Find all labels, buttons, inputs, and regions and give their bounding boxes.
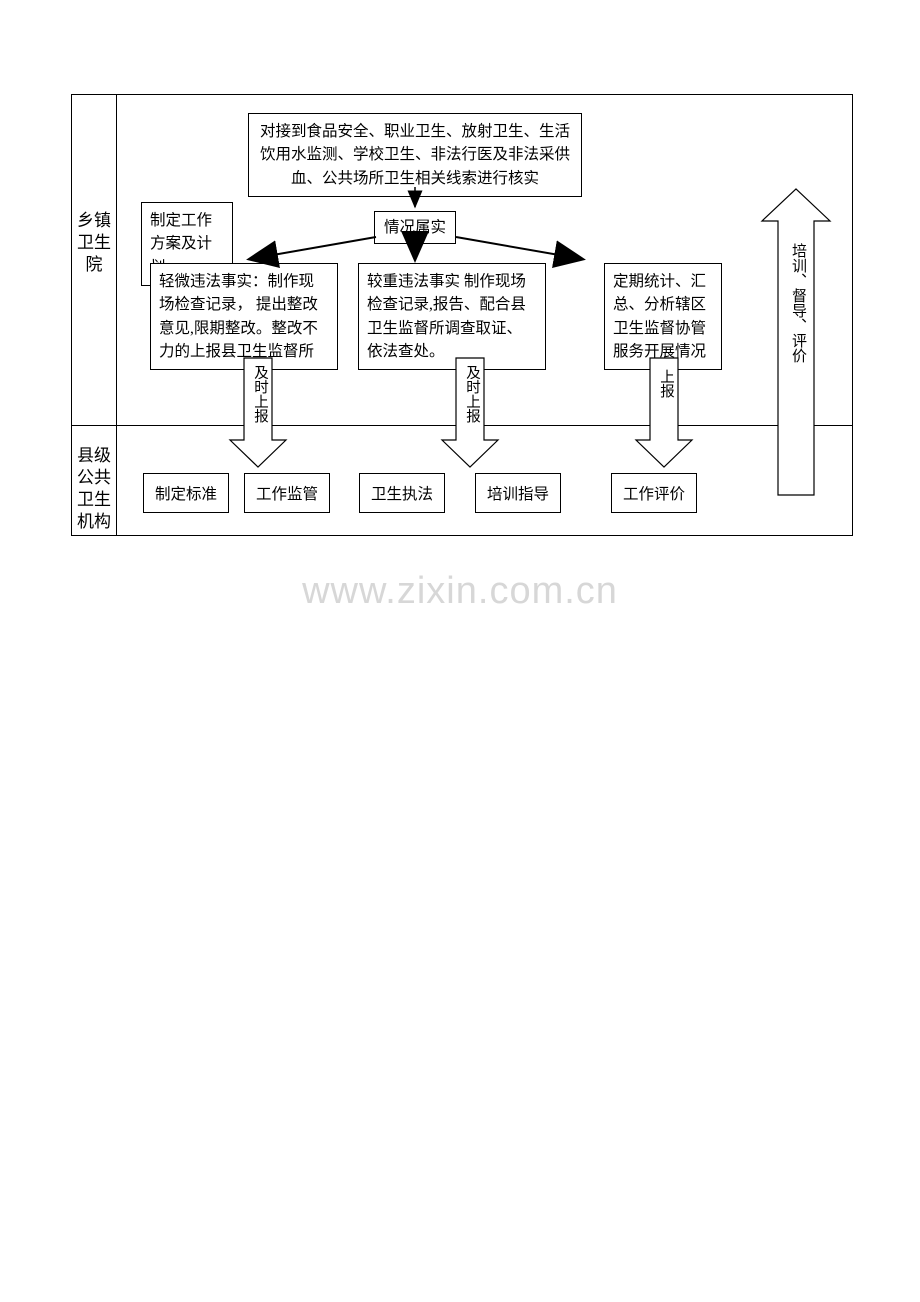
lane-char: 卫 bbox=[77, 232, 94, 254]
arrow-label-report2: 及时上报 bbox=[462, 363, 483, 425]
lane-char: 生 bbox=[94, 232, 111, 254]
lane-char: 卫 bbox=[77, 489, 94, 511]
lane-char: 院 bbox=[86, 255, 103, 274]
arrow-label-feedback: 培训、督导、评价 bbox=[788, 241, 809, 365]
node-stats: 定期统计、汇总、分析辖区卫生监督协管服务开展情况 bbox=[604, 263, 722, 370]
lane-char: 机 bbox=[77, 511, 94, 533]
node-text: 培训指导 bbox=[487, 486, 549, 503]
watermark: www.zixin.com.cn bbox=[0, 570, 920, 613]
node-text: 制定标准 bbox=[155, 486, 217, 503]
lane-char: 乡 bbox=[77, 210, 94, 232]
node-text: 较重违法事实 制作现场检查记录,报告、配合县卫生监督所调查取证、依法查处。 bbox=[367, 273, 526, 360]
arrow-label-report3: 上报 bbox=[656, 367, 677, 400]
node-b4: 培训指导 bbox=[475, 473, 561, 513]
node-text: 卫生执法 bbox=[371, 486, 433, 503]
lane-char: 共 bbox=[94, 467, 111, 489]
node-b2: 工作监管 bbox=[244, 473, 330, 513]
label-text: 及时上报 bbox=[464, 365, 480, 423]
node-text: 工作评价 bbox=[623, 486, 685, 503]
node-b3: 卫生执法 bbox=[359, 473, 445, 513]
lane-label-bottom: 县级 公共 卫生 机构 bbox=[74, 445, 114, 533]
node-text: 定期统计、汇总、分析辖区卫生监督协管服务开展情况 bbox=[613, 273, 706, 360]
label-text: 培训、督导、评价 bbox=[790, 243, 806, 363]
node-b1: 制定标准 bbox=[143, 473, 229, 513]
node-text: 对接到食品安全、职业卫生、放射卫生、生活饮用水监测、学校卫生、非法行医及非法采供… bbox=[260, 123, 570, 187]
node-text: 情况属实 bbox=[384, 219, 446, 236]
lane-label-top: 乡镇 卫生 院 bbox=[74, 210, 114, 276]
lane-char: 级 bbox=[94, 445, 111, 467]
watermark-text: www.zixin.com.cn bbox=[302, 570, 618, 612]
node-minor: 轻微违法事实：制作现场检查记录， 提出整改意见,限期整改。整改不力的上报县卫生监… bbox=[150, 263, 338, 370]
node-b5: 工作评价 bbox=[611, 473, 697, 513]
label-text: 及时上报 bbox=[252, 365, 268, 423]
lane-char: 生 bbox=[94, 489, 111, 511]
flowchart-container: 乡镇 卫生 院 县级 公共 卫生 机构 对接到食品安全、职业卫生、放射卫生、生活… bbox=[71, 94, 853, 536]
lane-char: 构 bbox=[94, 511, 111, 533]
label-text: 上报 bbox=[658, 369, 674, 398]
node-serious: 较重违法事实 制作现场检查记录,报告、配合县卫生监督所调查取证、依法查处。 bbox=[358, 263, 546, 370]
row-divider bbox=[72, 425, 852, 426]
arrow-label-report1: 及时上报 bbox=[250, 363, 271, 425]
node-verified: 情况属实 bbox=[374, 211, 456, 244]
node-text: 轻微违法事实：制作现场检查记录， 提出整改意见,限期整改。整改不力的上报县卫生监… bbox=[159, 273, 318, 360]
node-intro: 对接到食品安全、职业卫生、放射卫生、生活饮用水监测、学校卫生、非法行医及非法采供… bbox=[248, 113, 582, 197]
lane-char: 县 bbox=[77, 445, 94, 467]
node-text: 工作监管 bbox=[256, 486, 318, 503]
col-divider bbox=[116, 95, 117, 535]
lane-char: 镇 bbox=[94, 210, 111, 232]
lane-char: 公 bbox=[77, 467, 94, 489]
